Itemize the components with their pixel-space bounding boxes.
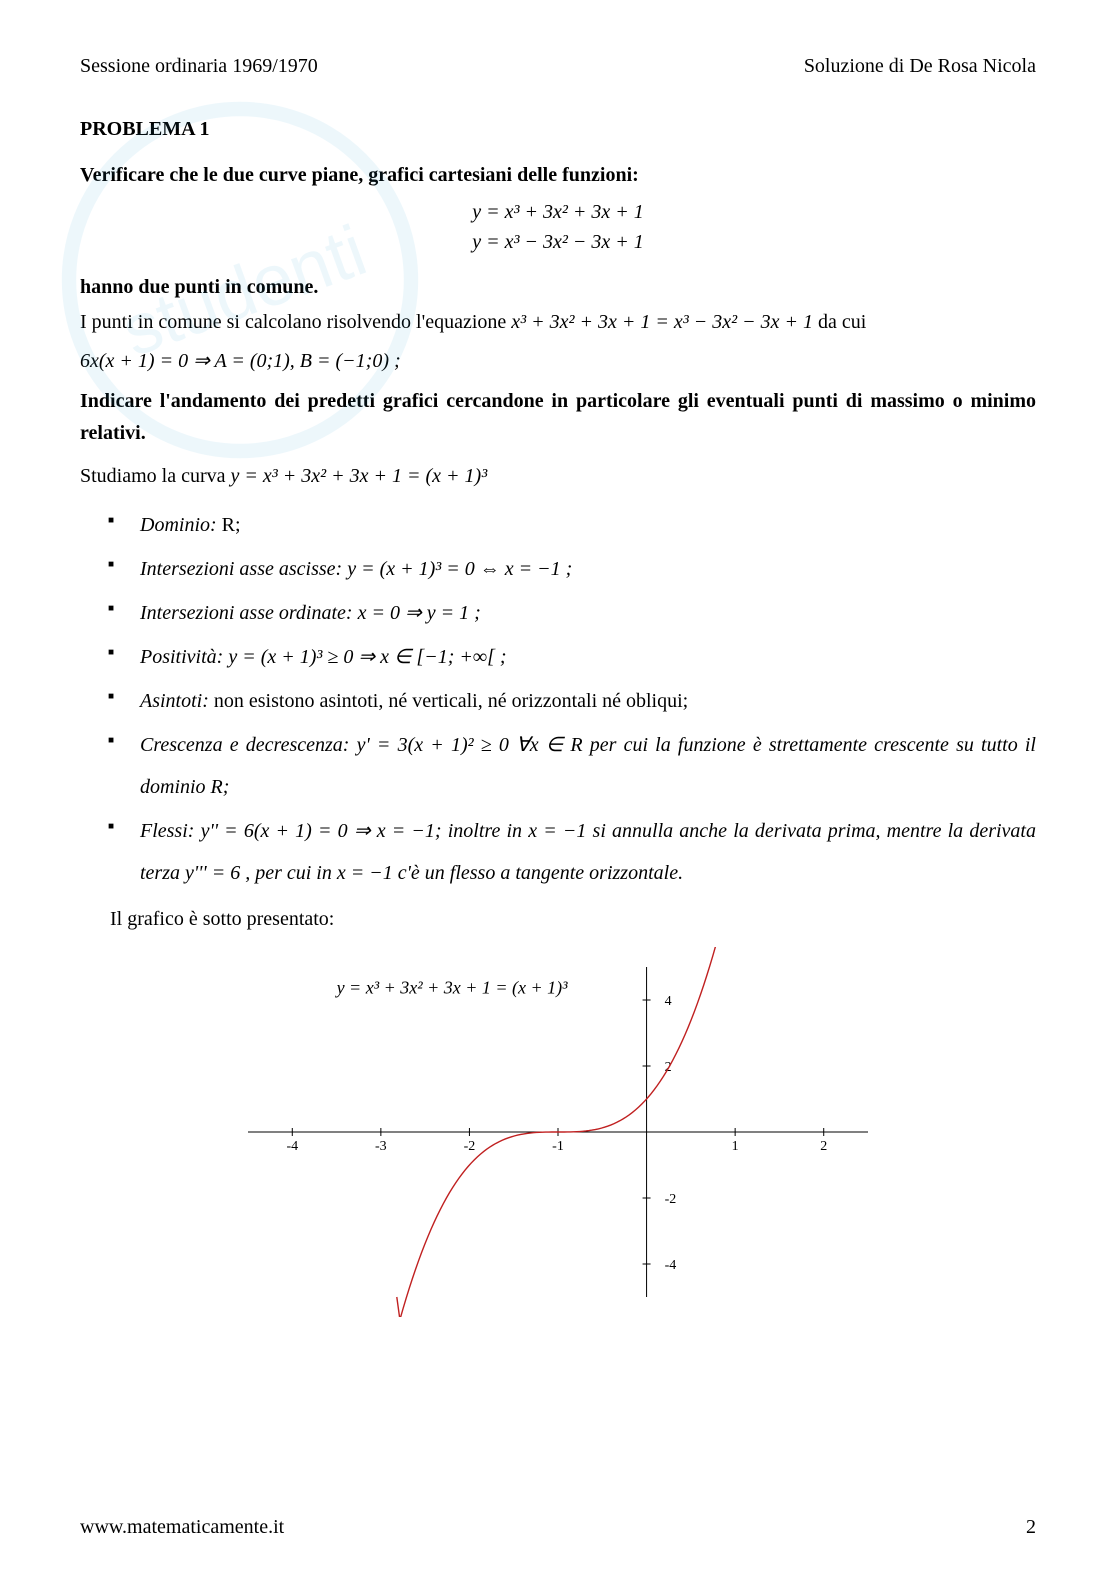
svg-text:-2: -2: [665, 1192, 677, 1207]
study-line: Studiamo la curva y = x³ + 3x² + 3x + 1 …: [80, 457, 1036, 496]
b2-label: Intersezioni asse ascisse:: [140, 558, 342, 580]
bullet-crescenza: Crescenza e decrescenza: y' = 3(x + 1)² …: [140, 724, 1036, 808]
study-pre: Studiamo la curva: [80, 465, 231, 487]
bullet-ascisse: Intersezioni asse ascisse: y = (x + 1)³ …: [140, 548, 1036, 590]
b5-text: non esistono asintoti, né verticali, né …: [209, 690, 688, 712]
problem-title: PROBLEMA 1: [80, 118, 1036, 141]
b4-label: Positività:: [140, 646, 223, 668]
bullet-flessi: Flessi: y'' = 6(x + 1) = 0 ⇒ x = −1; ino…: [140, 810, 1036, 894]
b1-label: Dominio:: [140, 514, 217, 536]
second-bold: hanno due punti in comune.: [80, 271, 1036, 303]
b2-text: y = (x + 1)³ = 0 ⇔ x = −1 ;: [342, 558, 572, 580]
header-left: Sessione ordinaria 1969/1970: [80, 55, 318, 78]
svg-text:4: 4: [665, 994, 672, 1009]
svg-text:-3: -3: [375, 1139, 387, 1154]
b4-text: y = (x + 1)³ ≥ 0 ⇒ x ∈ [−1; +∞[ ;: [223, 646, 506, 668]
svg-text:-2: -2: [464, 1139, 476, 1154]
bullet-ordinate: Intersezioni asse ordinate: x = 0 ⇒ y = …: [140, 592, 1036, 634]
footer-right: 2: [1026, 1516, 1036, 1539]
b7-text: y'' = 6(x + 1) = 0 ⇒ x = −1; inoltre in …: [140, 820, 1036, 884]
paragraph-1: I punti in comune si calcolano risolvend…: [80, 303, 1036, 381]
footer-left: www.matematicamente.it: [80, 1516, 284, 1539]
b1-text: R;: [217, 514, 241, 536]
b3-text: x = 0 ⇒ y = 1 ;: [353, 602, 481, 624]
bullet-list: Dominio: R; Intersezioni asse ascisse: y…: [80, 504, 1036, 894]
third-bold: Indicare l'andamento dei predetti grafic…: [80, 385, 1036, 449]
svg-text:-4: -4: [286, 1139, 298, 1154]
bullet-positivita: Positività: y = (x + 1)³ ≥ 0 ⇒ x ∈ [−1; …: [140, 636, 1036, 678]
svg-text:-4: -4: [665, 1258, 677, 1273]
b3-label: Intersezioni asse ordinate:: [140, 602, 353, 624]
cubic-graph: -4-3-2-11242-2-4y = x³ + 3x² + 3x + 1 = …: [228, 947, 888, 1317]
svg-text:1: 1: [732, 1139, 739, 1154]
svg-text:-1: -1: [552, 1139, 564, 1154]
svg-text:y = x³ + 3x² + 3x + 1 = (x + 1: y = x³ + 3x² + 3x + 1 = (x + 1)³: [335, 977, 569, 998]
b7-label: Flessi:: [140, 820, 194, 842]
bullet-dominio: Dominio: R;: [140, 504, 1036, 546]
p1-post: da cui: [813, 311, 866, 333]
p1-eq: x³ + 3x² + 3x + 1 = x³ − 3x² − 3x + 1: [511, 311, 813, 333]
b6-label: Crescenza e decrescenza:: [140, 734, 349, 756]
header: Sessione ordinaria 1969/1970 Soluzione d…: [80, 55, 1036, 78]
intro-bold: Verificare che le due curve piane, grafi…: [80, 159, 1036, 191]
graph-intro: Il grafico è sotto presentato:: [80, 900, 1036, 939]
b5-label: Asintoti:: [140, 690, 209, 712]
p1-pre: I punti in comune si calcolano risolvend…: [80, 311, 511, 333]
center-equations: y = x³ + 3x² + 3x + 1 y = x³ − 3x² − 3x …: [80, 197, 1036, 257]
graph-container: -4-3-2-11242-2-4y = x³ + 3x² + 3x + 1 = …: [80, 947, 1036, 1322]
eq-line-1: y = x³ + 3x² + 3x + 1: [472, 201, 643, 223]
eq-line-2: y = x³ − 3x² − 3x + 1: [472, 231, 643, 253]
study-eq: y = x³ + 3x² + 3x + 1 = (x + 1)³: [231, 465, 488, 487]
header-right: Soluzione di De Rosa Nicola: [804, 55, 1036, 78]
p1-eq2: 6x(x + 1) = 0 ⇒ A = (0;1), B = (−1;0) ;: [80, 350, 401, 372]
bullet-asintoti: Asintoti: non esistono asintoti, né vert…: [140, 680, 1036, 722]
page: studenti Sessione ordinaria 1969/1970 So…: [0, 0, 1116, 1579]
svg-text:2: 2: [820, 1139, 827, 1154]
